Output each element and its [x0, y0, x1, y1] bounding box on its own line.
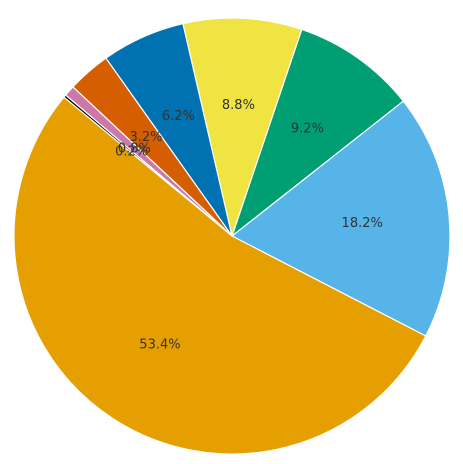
- slice-label: 0.8%: [118, 141, 151, 156]
- pie-slice: [230, 28, 405, 238]
- pie-slice: [13, 96, 427, 455]
- slice-label: 3.2%: [129, 130, 162, 145]
- slice-label: 8.8%: [222, 98, 255, 113]
- pie-slice: [182, 17, 303, 239]
- slice-label: 53.4%: [139, 338, 180, 353]
- pie-slice: [230, 100, 451, 337]
- slice-label: 18.2%: [342, 216, 383, 231]
- slice-label: 6.2%: [162, 109, 195, 124]
- slice-label: 9.2%: [291, 122, 324, 137]
- slice-label: 0.2%: [115, 145, 148, 160]
